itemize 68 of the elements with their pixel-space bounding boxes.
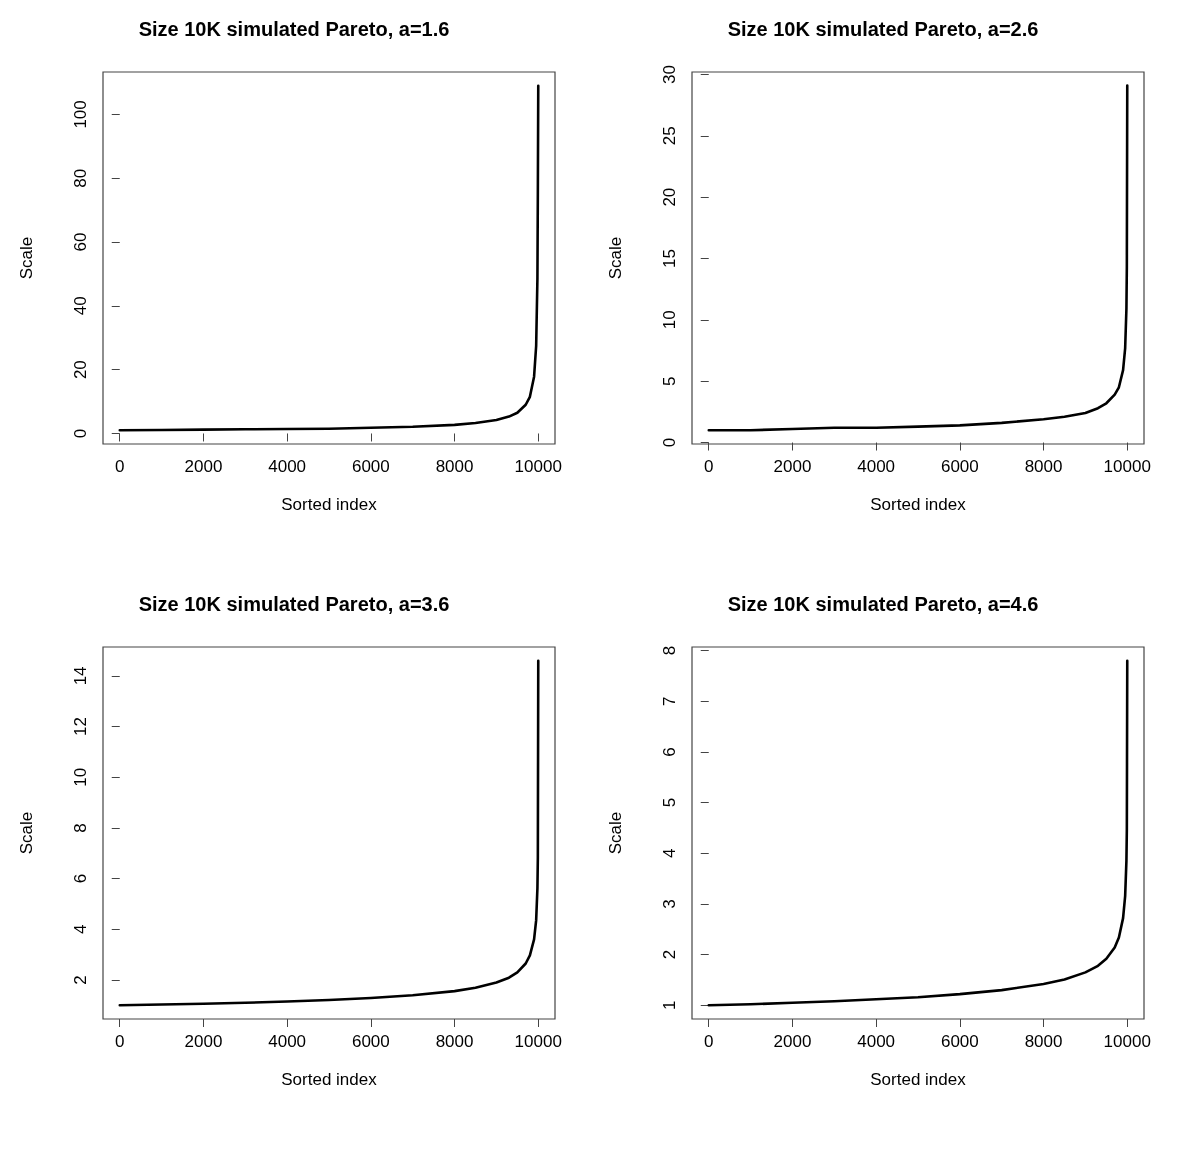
line-series bbox=[118, 659, 540, 1007]
chart-title: Size 10K simulated Pareto, a=3.6 bbox=[138, 593, 450, 615]
x-tick-label: 8000 bbox=[435, 457, 474, 476]
y-tick-label: 4 bbox=[660, 848, 679, 859]
x-tick-label: 10000 bbox=[514, 1032, 562, 1051]
y-axis-title: Scale bbox=[606, 811, 625, 855]
y-tick-label: 12 bbox=[71, 717, 90, 737]
y-tick-label: 3 bbox=[660, 899, 679, 909]
y-tick-label: 2 bbox=[660, 949, 679, 960]
y-tick-label: 4 bbox=[71, 924, 90, 935]
x-tick-label: 8000 bbox=[1024, 1032, 1063, 1051]
x-tick-label: 10000 bbox=[514, 457, 562, 476]
x-axis-title: Sorted index bbox=[870, 1070, 967, 1089]
x-tick-label: 6000 bbox=[351, 1032, 390, 1051]
line-series bbox=[707, 84, 1129, 432]
chart-title: Size 10K simulated Pareto, a=2.6 bbox=[727, 18, 1039, 40]
y-tick-label: 8 bbox=[71, 823, 90, 833]
x-axis-title: Sorted index bbox=[281, 495, 378, 514]
line-series bbox=[118, 84, 540, 432]
y-tick-label: 20 bbox=[71, 360, 90, 380]
chart-title: Size 10K simulated Pareto, a=1.6 bbox=[138, 18, 450, 40]
y-tick-label: 7 bbox=[660, 696, 679, 706]
x-tick-label: 0 bbox=[115, 1032, 125, 1051]
x-tick-label: 8000 bbox=[1024, 457, 1063, 476]
x-tick-label: 4000 bbox=[268, 457, 307, 476]
x-tick-label: 2000 bbox=[184, 457, 223, 476]
y-tick-label: 10 bbox=[660, 310, 679, 330]
x-tick-label: 4000 bbox=[857, 457, 896, 476]
y-tick-label: 15 bbox=[660, 249, 679, 268]
x-tick-label: 2000 bbox=[184, 1032, 223, 1051]
x-tick-label: 10000 bbox=[1103, 1032, 1151, 1051]
x-axis-title: Sorted index bbox=[870, 495, 967, 514]
y-tick-label: 5 bbox=[660, 797, 679, 808]
x-tick-label: 6000 bbox=[351, 457, 390, 476]
x-tick-label: 4000 bbox=[857, 1032, 896, 1051]
x-tick-label: 0 bbox=[115, 457, 125, 476]
x-tick-label: 8000 bbox=[435, 1032, 474, 1051]
y-tick-label: 1 bbox=[660, 1000, 679, 1011]
y-axis-title: Scale bbox=[17, 811, 36, 855]
x-axis-title: Sorted index bbox=[281, 1070, 378, 1089]
y-tick-label: 6 bbox=[660, 747, 679, 757]
x-tick-label: 10000 bbox=[1103, 457, 1151, 476]
y-tick-label: 100 bbox=[71, 100, 90, 129]
x-tick-label: 2000 bbox=[773, 457, 812, 476]
y-tick-label: 0 bbox=[71, 428, 90, 439]
x-tick-label: 6000 bbox=[940, 1032, 979, 1051]
y-axis-title: Scale bbox=[606, 236, 625, 280]
y-tick-label: 40 bbox=[71, 296, 90, 316]
y-tick-label: 0 bbox=[660, 437, 679, 448]
y-tick-label: 80 bbox=[71, 168, 90, 188]
x-tick-label: 2000 bbox=[773, 1032, 812, 1051]
y-tick-label: 60 bbox=[71, 232, 90, 252]
y-tick-label: 8 bbox=[660, 645, 679, 656]
x-tick-label: 6000 bbox=[940, 457, 979, 476]
y-tick-label: 30 bbox=[660, 64, 679, 84]
line-series bbox=[707, 659, 1129, 1007]
x-tick-label: 0 bbox=[704, 457, 714, 476]
chart-title: Size 10K simulated Pareto, a=4.6 bbox=[727, 593, 1039, 615]
y-tick-label: 6 bbox=[71, 873, 90, 884]
y-tick-label: 14 bbox=[71, 666, 90, 686]
x-tick-label: 0 bbox=[704, 1032, 714, 1051]
y-tick-label: 2 bbox=[71, 975, 90, 985]
y-axis-title: Scale bbox=[17, 236, 36, 280]
y-tick-label: 20 bbox=[660, 187, 679, 207]
y-tick-label: 5 bbox=[660, 376, 679, 386]
y-tick-label: 25 bbox=[660, 126, 679, 146]
y-tick-label: 10 bbox=[71, 767, 90, 787]
x-tick-label: 4000 bbox=[268, 1032, 307, 1051]
